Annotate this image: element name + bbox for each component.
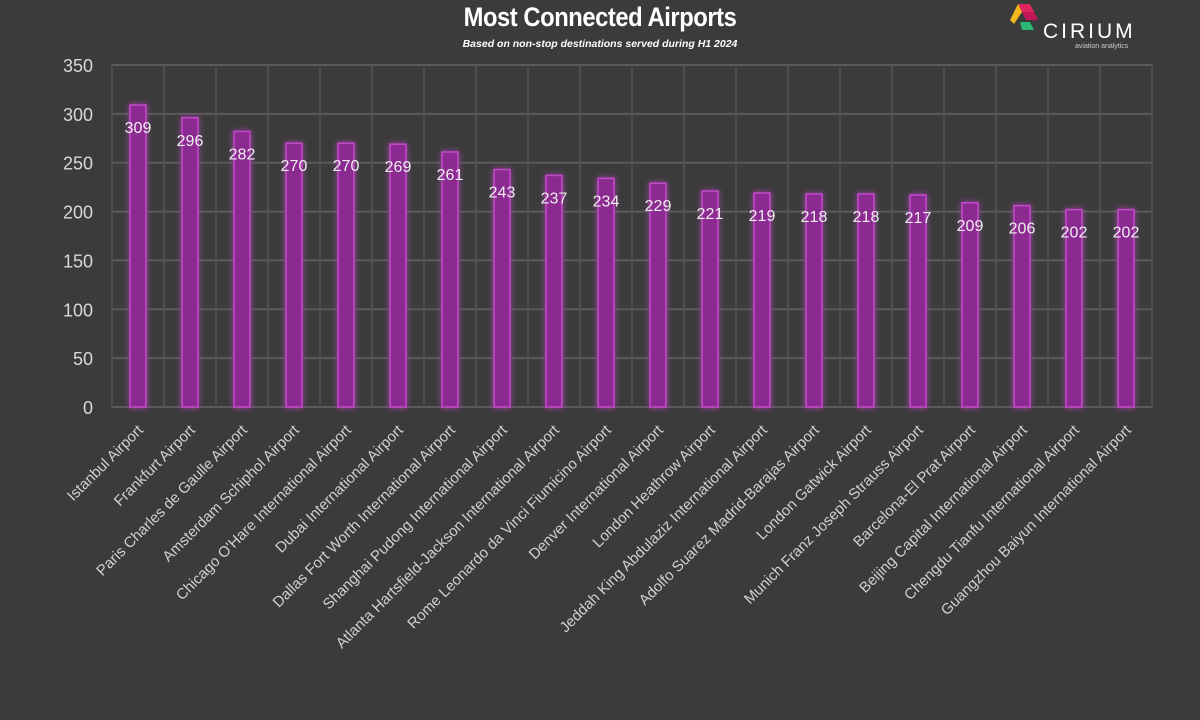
bar xyxy=(857,193,875,408)
y-tick-label: 150 xyxy=(63,251,93,271)
bar xyxy=(545,174,563,408)
y-tick-label: 200 xyxy=(63,203,93,223)
bar xyxy=(389,143,407,408)
y-tick-label: 100 xyxy=(63,300,93,320)
data-label: 209 xyxy=(957,218,984,235)
data-label: 309 xyxy=(125,120,152,137)
bar xyxy=(961,202,979,408)
bar xyxy=(129,104,147,408)
x-tick-label: Guangzhou Baiyun International Airport xyxy=(938,421,1136,619)
logo-text: CIRIUM xyxy=(1043,20,1136,43)
data-label: 237 xyxy=(541,190,568,207)
data-label: 218 xyxy=(801,209,828,226)
bar xyxy=(805,193,823,408)
data-label: 221 xyxy=(697,206,724,223)
data-label: 229 xyxy=(645,198,672,215)
bar xyxy=(1117,208,1135,408)
data-label: 243 xyxy=(489,185,516,202)
bar xyxy=(181,117,199,408)
chart-title: Most Connected Airports xyxy=(463,2,737,32)
data-label: 202 xyxy=(1113,225,1140,242)
bar xyxy=(753,192,771,408)
y-tick-label: 250 xyxy=(63,154,93,174)
data-label: 270 xyxy=(281,158,308,175)
cirium-logo-icon xyxy=(1010,4,1038,30)
data-label: 202 xyxy=(1061,225,1088,242)
x-tick-label: Dallas Fort Worth International Airport xyxy=(270,421,460,611)
data-label: 296 xyxy=(177,133,204,150)
bar xyxy=(909,194,927,408)
data-label: 217 xyxy=(905,210,932,227)
data-label: 270 xyxy=(333,158,360,175)
data-label: 219 xyxy=(749,208,776,225)
data-label: 282 xyxy=(229,146,256,163)
bar xyxy=(285,142,303,408)
bar xyxy=(1065,208,1083,408)
logo-tagline: aviation analytics xyxy=(1075,43,1129,50)
bar xyxy=(701,190,719,408)
data-label: 218 xyxy=(853,209,880,226)
data-label: 234 xyxy=(593,193,620,210)
data-label: 206 xyxy=(1009,221,1036,238)
chart-subtitle: Based on non-stop destinations served du… xyxy=(462,38,738,50)
data-label: 269 xyxy=(385,159,412,176)
data-label: 261 xyxy=(437,167,464,184)
x-tick-label: Shanghai Pudong International Airport xyxy=(320,421,512,613)
bar xyxy=(649,182,667,408)
bar xyxy=(337,142,355,408)
bar xyxy=(1013,204,1031,408)
x-tick-label: Adolfo Suarez Madrid-Barajas Airport xyxy=(636,421,824,609)
y-tick-label: 0 xyxy=(83,398,93,418)
bar xyxy=(597,177,615,408)
y-tick-label: 50 xyxy=(73,349,93,369)
y-tick-label: 350 xyxy=(63,56,93,76)
y-tick-label: 300 xyxy=(63,105,93,125)
bar xyxy=(441,151,459,408)
bar xyxy=(233,130,251,408)
bar xyxy=(493,168,511,408)
